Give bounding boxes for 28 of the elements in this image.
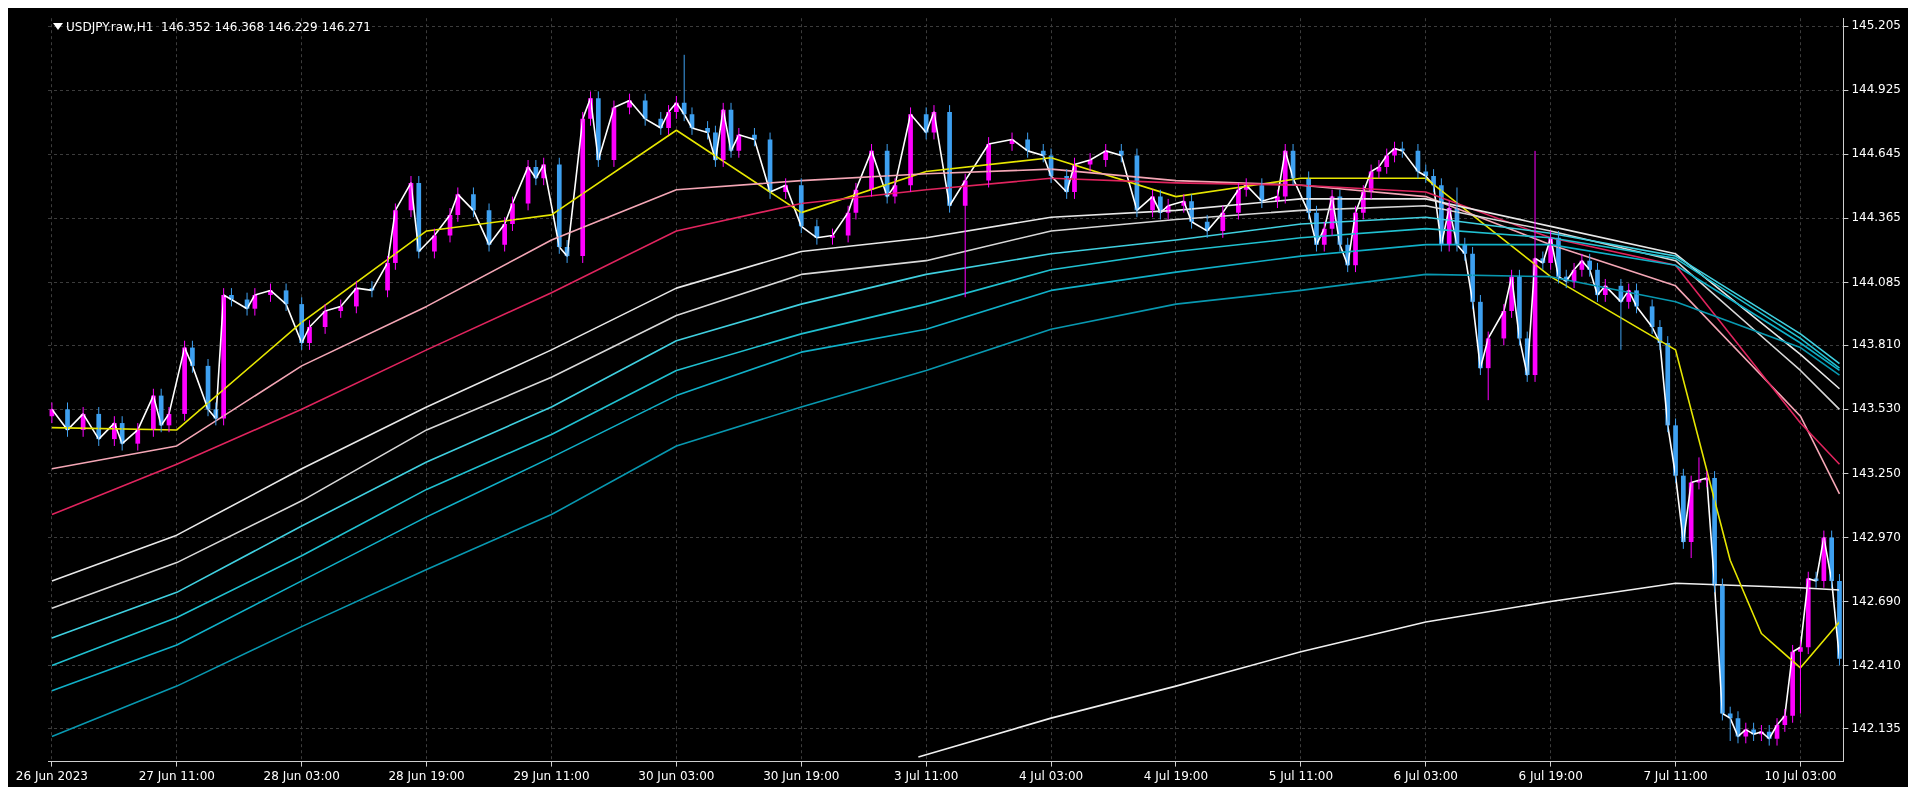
x-tick-label: 10 Jul 03:00 — [1764, 768, 1837, 783]
y-tick-label: 144.645 — [1851, 146, 1901, 161]
x-tick-label: 6 Jul 19:00 — [1518, 768, 1583, 783]
x-tick-label: 26 Jun 2023 — [15, 768, 88, 783]
y-tick-label: 142.135 — [1851, 720, 1901, 735]
y-tick-label: 144.365 — [1851, 210, 1901, 225]
x-tick-label: 28 Jun 19:00 — [388, 768, 465, 783]
x-tick-label: 4 Jul 19:00 — [1143, 768, 1209, 783]
y-tick-label: 144.925 — [1851, 82, 1901, 97]
x-tick-label: 5 Jul 11:00 — [1268, 768, 1334, 783]
x-tick-label: 27 Jun 11:00 — [138, 768, 215, 783]
y-tick-label: 143.530 — [1851, 401, 1901, 416]
x-tick-label: 30 Jun 19:00 — [763, 768, 840, 783]
y-tick-label: 143.810 — [1851, 337, 1901, 352]
x-tick-label: 30 Jun 03:00 — [638, 768, 715, 783]
y-tick-label: 142.970 — [1851, 529, 1901, 544]
chart-title: USDJPY.raw,H1 146.352 146.368 146.229 146.271 — [66, 20, 372, 35]
x-tick-label: 3 Jul 11:00 — [894, 768, 959, 783]
x-tick-label: 29 Jun 11:00 — [513, 768, 590, 783]
x-tick-label: 6 Jul 03:00 — [1393, 768, 1458, 783]
x-tick-label: 7 Jul 11:00 — [1643, 768, 1708, 783]
x-tick-label: 4 Jul 03:00 — [1018, 768, 1084, 783]
y-tick-label: 143.250 — [1851, 465, 1901, 480]
y-tick-label: 142.690 — [1851, 593, 1901, 608]
y-tick-label: 145.205 — [1851, 18, 1901, 33]
y-tick-label: 144.085 — [1851, 274, 1901, 289]
x-tick-label: 28 Jun 03:00 — [263, 768, 340, 783]
y-tick-label: 142.410 — [1851, 657, 1901, 672]
